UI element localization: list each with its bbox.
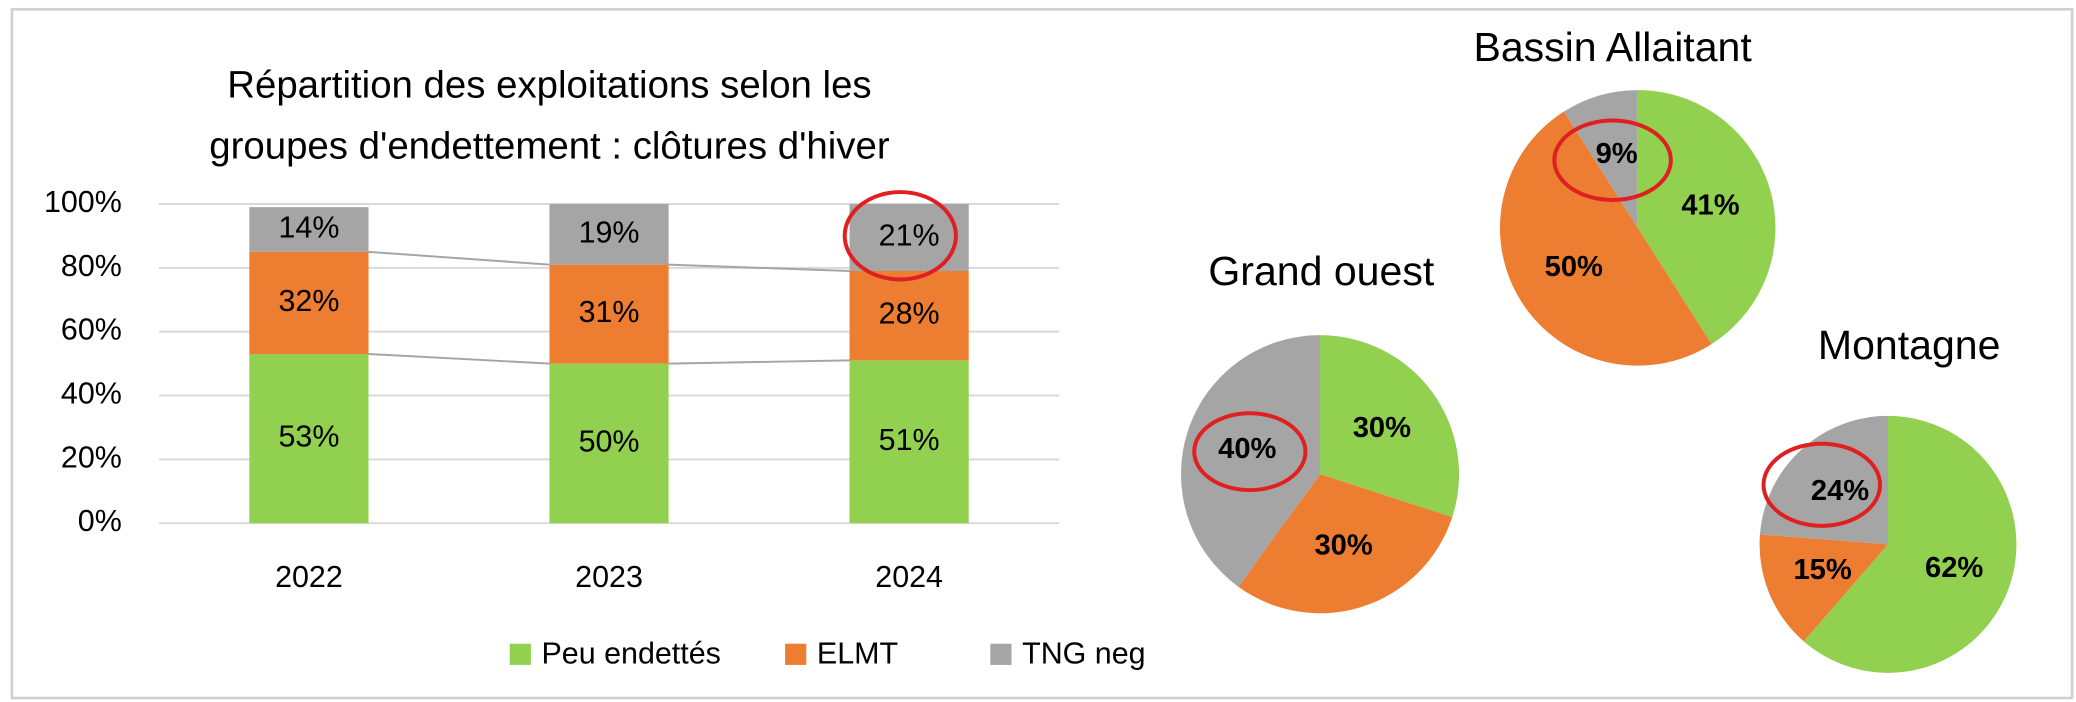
chart-title: Répartition des exploitations selon les bbox=[227, 64, 871, 107]
data-label: 19% bbox=[579, 215, 640, 249]
y-tick-label: 40% bbox=[61, 377, 122, 411]
legend-swatch bbox=[990, 643, 1012, 665]
legend-label: ELMT bbox=[817, 637, 898, 671]
pie-slice bbox=[1320, 335, 1460, 518]
pie-title: Bassin Allaitant bbox=[1473, 24, 1752, 70]
pie-slice bbox=[1180, 335, 1321, 587]
connector-line bbox=[668, 359, 850, 365]
connector-line bbox=[668, 263, 850, 273]
pie-slice bbox=[1238, 474, 1453, 614]
y-tick-label: 60% bbox=[61, 313, 122, 347]
y-tick-label: 20% bbox=[61, 440, 122, 474]
data-label: 24% bbox=[1811, 475, 1869, 507]
data-label: 51% bbox=[879, 423, 940, 457]
pie-slice bbox=[1803, 415, 2017, 673]
pie-slice bbox=[1637, 90, 1776, 345]
data-label: 53% bbox=[278, 420, 339, 454]
data-label: 21% bbox=[879, 219, 940, 253]
pie-slice bbox=[1499, 111, 1712, 366]
connector-line bbox=[368, 353, 550, 365]
data-label: 31% bbox=[579, 295, 640, 329]
frame bbox=[10, 7, 2074, 700]
legend-label: Peu endettés bbox=[542, 637, 721, 671]
x-tick-label: 2023 bbox=[575, 560, 643, 594]
highlight-circle bbox=[1552, 118, 1673, 202]
data-label: 14% bbox=[278, 211, 339, 245]
bar-segment bbox=[549, 203, 669, 265]
bar-segment bbox=[549, 363, 669, 524]
x-tick-label: 2024 bbox=[875, 560, 943, 594]
legend-label: TNG neg bbox=[1022, 637, 1145, 671]
legend-swatch bbox=[509, 643, 531, 665]
charts: Répartition des exploitations selon les g… bbox=[44, 24, 2017, 673]
data-label: 62% bbox=[1925, 552, 1983, 584]
pie-title: Grand ouest bbox=[1208, 248, 1434, 294]
data-label: 28% bbox=[879, 297, 940, 331]
data-label: 9% bbox=[1596, 138, 1638, 170]
bar-segment bbox=[249, 354, 369, 524]
pie-title: Montagne bbox=[1818, 322, 2001, 368]
data-label: 40% bbox=[1218, 433, 1276, 465]
data-label: 50% bbox=[1545, 251, 1603, 283]
bar-segment bbox=[549, 264, 669, 364]
data-label: 30% bbox=[1314, 530, 1372, 562]
bar-segment bbox=[249, 207, 369, 252]
highlight-circle bbox=[1192, 411, 1308, 493]
highlights bbox=[842, 118, 1883, 528]
data-label: 50% bbox=[579, 424, 640, 458]
y-tick-label: 80% bbox=[61, 249, 122, 283]
chart-title: groupes d'endettement : clôtures d'hiver bbox=[209, 124, 890, 167]
y-tick-label: 100% bbox=[44, 185, 122, 219]
legend-swatch bbox=[785, 643, 807, 665]
bar-segment bbox=[249, 251, 369, 355]
x-tick-label: 2022 bbox=[275, 560, 343, 594]
pie-slice bbox=[1759, 534, 1888, 642]
bar-segment bbox=[849, 360, 969, 524]
connector-line bbox=[368, 250, 550, 266]
pie-slice bbox=[1759, 415, 1888, 545]
y-tick-label: 0% bbox=[78, 504, 122, 538]
data-label: 32% bbox=[278, 284, 339, 318]
data-label: 41% bbox=[1681, 189, 1739, 221]
data-label: 15% bbox=[1793, 554, 1851, 586]
bar-segment bbox=[849, 271, 969, 361]
highlight-circle bbox=[1761, 441, 1883, 528]
highlight-circle bbox=[842, 190, 958, 282]
data-label: 30% bbox=[1353, 412, 1411, 444]
